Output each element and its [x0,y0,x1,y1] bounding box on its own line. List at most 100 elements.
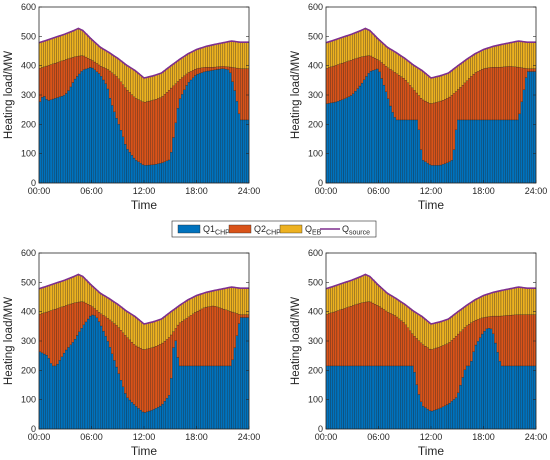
bar-q2 [150,347,153,411]
bar-q2 [58,61,62,97]
bar-eb [509,288,513,316]
bar-q2 [400,76,403,121]
bar-q1 [43,96,46,184]
bar-eb [352,33,355,60]
bar-q2 [76,56,79,77]
bar-q2 [369,55,373,72]
bar-q1 [130,402,134,430]
bar-eb [347,280,351,308]
chart-panel-2: 0 100 200 300 400 500 600 00:00 06:00 12:00 18:00 2… [290,2,547,212]
bar-q2 [231,311,234,361]
bar-eb [483,295,486,318]
bar-q2 [229,311,232,367]
bar-q2 [472,73,475,121]
bar-eb [380,288,384,309]
bar-q2 [347,60,351,97]
bar-eb [507,288,510,316]
bar-q2 [104,316,107,337]
bar-q1 [424,407,427,430]
bar-eb [43,286,46,313]
bar-q2 [176,81,180,109]
bar-eb [496,45,499,68]
bar-q2 [529,68,532,72]
bar-eb [205,46,208,68]
bar-eb [141,76,145,102]
bar-q1 [60,356,64,430]
bar-eb [71,30,75,58]
bar-q2 [367,55,370,74]
bar-eb [181,303,184,322]
legend-swatch-eb [279,224,303,234]
bar-q1 [398,119,401,184]
bar-q1 [80,71,83,184]
bar-q1 [389,365,392,430]
bar-q2 [424,100,427,162]
bar-q2 [404,324,408,367]
bar-q1 [531,71,534,184]
bar-eb [200,293,204,310]
bar-q2 [106,69,110,90]
bar-q1 [520,101,524,184]
bar-eb [163,316,167,342]
bar-q2 [395,316,399,367]
bar-eb [389,295,392,314]
bar-q2 [222,308,226,367]
bar-q2 [474,72,478,121]
bar-eb [124,310,127,336]
bar-q1 [441,164,445,184]
bar-q2 [492,315,495,334]
bar-eb [470,56,473,77]
bar-eb [124,64,127,88]
bar-q2 [124,335,127,394]
bar-q2 [174,328,177,341]
bar-q1 [104,336,107,430]
bar-eb [511,42,515,67]
bar-q1 [461,377,464,430]
y-tick-label: 600 [308,2,323,12]
bar-q1 [435,165,438,184]
bar-eb [227,287,230,311]
bar-q2 [157,98,160,164]
bar-eb [113,302,116,324]
bar-eb [202,46,206,68]
bar-q1 [444,405,447,430]
bar-eb [378,286,381,307]
bar-q1 [349,365,353,430]
bar-eb [454,312,458,337]
bar-q1 [117,373,121,430]
bar-q2 [115,76,118,119]
bar-eb [363,274,366,303]
bar-q2 [165,92,169,161]
bar-eb [152,321,156,348]
bar-q1 [146,411,149,430]
bar-q1 [58,360,62,430]
bar-eb [108,299,112,321]
bar-q2 [402,322,405,367]
bar-q2 [376,305,379,367]
bar-q1 [406,119,410,184]
bar-q1 [483,330,486,430]
bar-q1 [356,365,359,430]
bar-eb [400,56,403,77]
bar-q1 [200,72,204,184]
legend-label-source: Qsource [342,224,370,237]
bar-eb [450,70,454,96]
bar-q1 [62,352,66,430]
bar-q1 [433,165,436,184]
bar-q1 [374,365,377,430]
bar-q1 [119,130,123,184]
bar-eb [117,59,121,79]
bar-eb [161,318,164,344]
bar-eb [128,67,132,93]
bar-eb [474,53,478,73]
bar-q1 [192,365,195,430]
bar-q2 [218,66,221,70]
bar-eb [93,288,97,309]
bar-q1 [402,119,405,184]
bar-eb [345,35,349,62]
bar-eb [468,57,471,79]
bar-eb [91,286,94,307]
bar-q2 [391,314,394,367]
bar-q2 [409,330,412,367]
bar-q1 [384,91,388,184]
